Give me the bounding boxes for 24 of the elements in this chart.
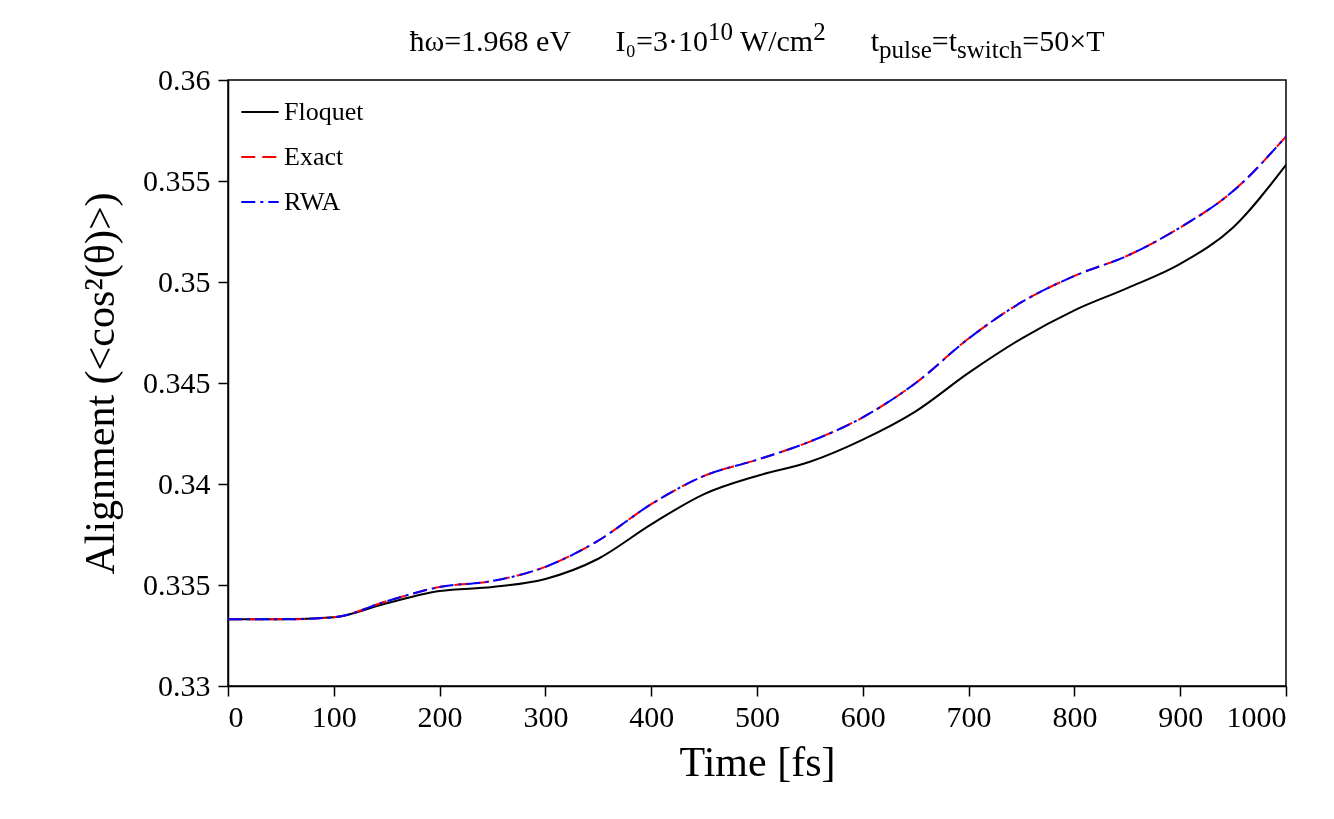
x-tick-label: 500 xyxy=(735,699,780,733)
y-tick-label: 0.34 xyxy=(158,466,211,500)
y-axis-title: Alignment (<cos²(θ)>) xyxy=(77,192,124,575)
y-tick-label: 0.33 xyxy=(158,668,211,702)
x-tick-label: 1000 xyxy=(1226,699,1287,733)
x-tick-label: 400 xyxy=(629,699,675,733)
y-tick-label: 0.35 xyxy=(158,264,211,298)
x-axis-title: Time [fs] xyxy=(679,738,836,785)
y-tick-label: 0.355 xyxy=(143,163,211,197)
x-tick-label: 800 xyxy=(1052,699,1098,733)
x-tick-label: 600 xyxy=(840,699,886,733)
y-tick-label: 0.345 xyxy=(143,365,211,399)
legend-label: Exact xyxy=(284,142,344,171)
chart-title: ħω=1.968 eV I₀=3·10$^{10}$ W/cm$^{2}$ t$_{pulse}$=t$_{switch}$=50×T xyxy=(409,18,1105,63)
y-tick-label: 0.335 xyxy=(143,567,211,601)
legend-label: RWA xyxy=(284,187,341,216)
x-tick-label: 100 xyxy=(311,699,357,733)
x-tick-label: 700 xyxy=(946,699,992,733)
x-tick-label: 0 xyxy=(228,699,244,733)
x-tick-label: 300 xyxy=(523,699,569,733)
x-tick-label: 200 xyxy=(417,699,463,733)
x-tick-label: 900 xyxy=(1158,699,1204,733)
legend-label: Floquet xyxy=(284,97,365,126)
y-tick-label: 0.36 xyxy=(158,62,211,96)
